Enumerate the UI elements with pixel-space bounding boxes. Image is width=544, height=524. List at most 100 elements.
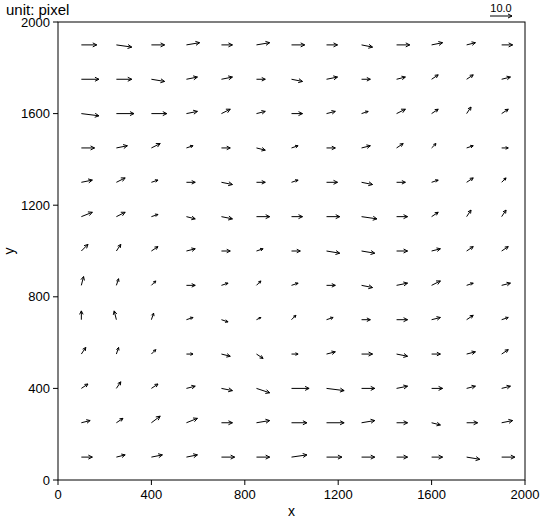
y-axis-title: y	[1, 248, 17, 255]
vector-arrow	[362, 145, 371, 149]
vector-arrow	[81, 146, 94, 150]
vector-arrow	[327, 421, 345, 425]
vector-arrow	[186, 248, 195, 252]
vector-arrow	[292, 315, 296, 319]
vector-arrow	[432, 317, 441, 321]
vector-arrow	[292, 283, 299, 286]
vector-arrow	[186, 145, 193, 148]
vector-arrow	[362, 352, 373, 356]
vector-arrow	[116, 382, 120, 389]
x-axis-title: x	[288, 503, 295, 519]
vector-arrow	[397, 76, 406, 80]
vector-arrow	[113, 311, 117, 320]
vector-arrow	[116, 145, 127, 149]
x-tick-label: 1200	[324, 487, 353, 502]
vector-arrow	[151, 214, 158, 217]
vector-arrow	[467, 315, 474, 319]
vector-arrow	[116, 418, 123, 422]
vector-arrow	[362, 251, 375, 255]
vector-arrow	[362, 44, 373, 48]
vector-arrow	[397, 385, 408, 389]
vector-arrow	[467, 457, 480, 461]
vector-arrow	[432, 75, 439, 79]
vector-arrow	[292, 112, 303, 116]
vector-arrow	[502, 350, 509, 354]
vector-arrow	[151, 43, 164, 47]
vector-arrow	[151, 180, 158, 183]
vector-arrow	[221, 216, 232, 220]
vector-arrow	[397, 421, 408, 425]
vector-arrow	[502, 247, 509, 251]
reference-arrow	[490, 14, 512, 18]
vector-arrow	[256, 41, 269, 45]
vector-arrow	[362, 77, 371, 81]
vectors	[80, 41, 515, 460]
vector-arrow	[327, 388, 345, 392]
vector-arrow	[362, 182, 373, 186]
vector-arrow	[292, 386, 310, 390]
vector-arrow	[467, 385, 476, 389]
vector-arrow	[186, 76, 197, 80]
x-tick-label: 2000	[511, 487, 540, 502]
vector-arrow	[362, 216, 377, 220]
vector-arrow	[502, 210, 506, 217]
vector-arrow	[502, 385, 511, 389]
vector-arrow	[256, 388, 269, 393]
vector-arrow	[151, 247, 158, 251]
vector-arrow	[81, 384, 88, 388]
vector-arrow	[292, 43, 305, 47]
vector-arrow	[116, 45, 131, 49]
vector-arrow	[151, 350, 155, 354]
vector-arrow	[151, 416, 160, 423]
vector-arrow	[116, 244, 120, 251]
y-tick	[53, 480, 58, 481]
vector-arrow	[292, 215, 303, 219]
vector-arrow	[186, 284, 195, 288]
vector-arrow	[292, 79, 303, 83]
vector-arrow	[81, 244, 88, 251]
vector-arrow	[362, 111, 369, 114]
vector-arrow	[186, 110, 197, 114]
vector-arrow	[397, 215, 408, 219]
vector-arrow	[502, 43, 513, 47]
vector-arrow	[151, 313, 154, 320]
vector-arrow	[256, 354, 263, 358]
vector-arrow	[327, 43, 338, 47]
vector-arrow	[432, 422, 441, 426]
x-tick	[58, 480, 59, 485]
vector-arrow	[467, 421, 478, 425]
vector-arrow	[327, 284, 336, 288]
vector-arrow	[467, 351, 476, 355]
y-tick	[53, 296, 58, 297]
vector-arrow	[467, 283, 474, 286]
vector-arrow	[116, 112, 134, 116]
vector-arrow	[432, 386, 443, 390]
vector-arrow	[256, 215, 269, 219]
vector-arrow	[221, 109, 230, 113]
vector-arrow	[432, 180, 439, 183]
vector-arrow	[467, 210, 471, 217]
vector-arrow	[256, 455, 269, 459]
y-tick-label: 1200	[21, 198, 50, 213]
vector-arrow	[502, 282, 511, 286]
vector-arrow	[432, 455, 443, 459]
vector-arrow	[432, 42, 443, 46]
vector-arrow	[502, 109, 509, 113]
vector-arrow	[116, 212, 125, 216]
vector-arrow	[116, 454, 125, 458]
vector-arrow	[502, 178, 506, 182]
vector-arrow	[327, 251, 340, 255]
x-tick	[525, 480, 526, 485]
vector-arrow	[116, 279, 119, 286]
vector-arrow	[327, 180, 338, 184]
vector-arrow	[397, 109, 406, 113]
vector-arrow	[256, 111, 265, 115]
vector-arrow	[397, 43, 410, 47]
vector-arrow	[186, 181, 195, 185]
x-tick-label: 1600	[417, 487, 446, 502]
vector-arrow	[186, 418, 197, 423]
vector-arrow	[151, 384, 158, 388]
vector-arrow	[467, 75, 474, 79]
vector-arrow	[502, 76, 511, 80]
chart: 04008001200160020000400800120016002000xy…	[0, 0, 544, 524]
